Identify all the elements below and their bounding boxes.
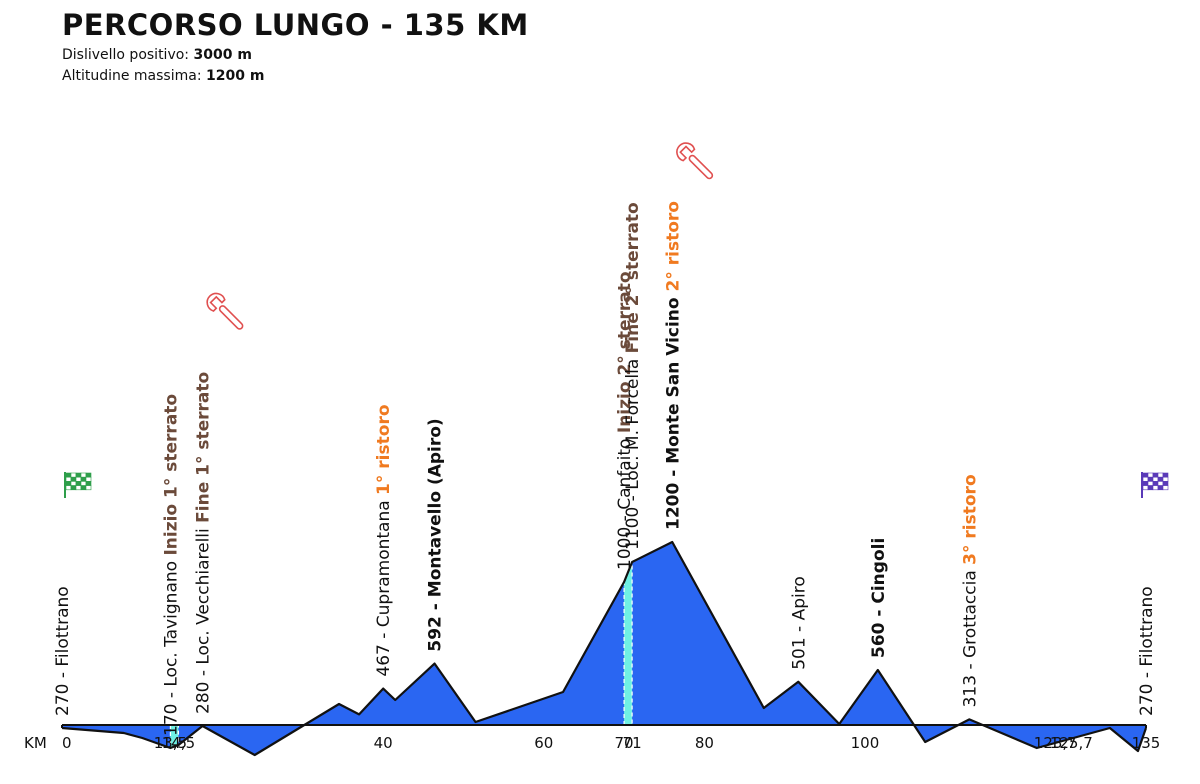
x-tick-label: 71 [623, 734, 642, 752]
waypoint-label: 501 - Apiro [789, 576, 809, 670]
x-tick-label: 0 [62, 734, 72, 752]
finish-flag-icon [1141, 472, 1169, 498]
x-tick-label: 14,5 [162, 734, 195, 752]
waypoint-label: 170 - Loc. Tavignano Inizio 1° sterrato [161, 394, 181, 736]
waypoint-label: 560 - Cingoli [869, 538, 889, 658]
max-altitude-value: 1200 m [206, 68, 265, 84]
max-altitude-label: Altitudine massima: [62, 68, 202, 84]
waypoint-label: 270 - Filottrano [53, 586, 73, 716]
x-tick-label: 70 [615, 734, 634, 752]
x-tick-label: 13,5 [154, 734, 187, 752]
elevation-gain-label: Dislivello positivo: [62, 47, 190, 63]
start-flag-icon [64, 472, 92, 498]
waypoint-label: 1200 - Monte San Vicino 2° ristoro [663, 201, 683, 530]
x-tick-label: 135 [1132, 734, 1161, 752]
waypoint-label: 313 - Grottaccia 3° ristoro [960, 474, 980, 707]
waypoint-label: 592 - Montavello (Apiro) [426, 418, 446, 651]
gravel-section-2 [623, 561, 633, 726]
x-tick-label: 125,7 [1050, 734, 1093, 752]
profile-line [61, 540, 1148, 757]
x-tick-label: 40 [374, 734, 393, 752]
wrench-icon [206, 292, 244, 330]
x-tick-label: 60 [534, 734, 553, 752]
waypoint-label: 270 - Filottrano [1137, 586, 1157, 716]
elevation-area [62, 542, 1146, 755]
waypoint-label: 467 - Cupramontana 1° ristoro [374, 404, 394, 676]
wrench-icon [676, 142, 714, 180]
x-axis-label: KM [24, 734, 47, 752]
elevation-gain-stat: Dislivello positivo: 3000 m [62, 47, 252, 63]
waypoint-label: 1100 - Loc. M. Forcella Fine 2° sterrato [623, 202, 643, 550]
x-tick-label: 80 [695, 734, 714, 752]
max-altitude-stat: Altitudine massima: 1200 m [62, 68, 264, 84]
waypoint-label: 1000 - Canfaito Inizio 2° sterrato [615, 271, 635, 570]
page-title: PERCORSO LUNGO - 135 KM [62, 8, 529, 42]
x-tick-label: 123,7 [1034, 734, 1077, 752]
waypoint-label: 280 - Loc. Vecchiarelli Fine 1° sterrato [194, 372, 214, 714]
x-tick-label: 100 [851, 734, 880, 752]
elevation-gain-value: 3000 m [193, 47, 252, 63]
